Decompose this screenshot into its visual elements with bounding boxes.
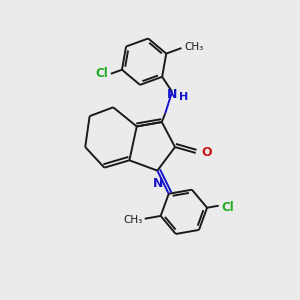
Text: Cl: Cl [221,201,234,214]
Text: N: N [153,177,163,190]
Text: H: H [179,92,188,102]
Text: N: N [167,88,177,100]
Text: O: O [201,146,211,159]
Text: Cl: Cl [96,67,109,80]
Text: CH₃: CH₃ [123,215,142,225]
Text: CH₃: CH₃ [184,42,204,52]
